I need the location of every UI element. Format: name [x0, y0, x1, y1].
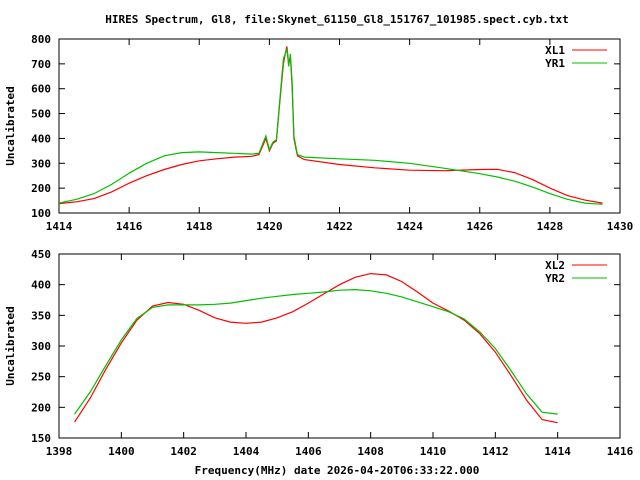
y-tick-label: 800 — [31, 33, 51, 46]
x-tick-label: 1400 — [108, 445, 135, 458]
y-axis-label: Uncalibrated — [4, 306, 17, 385]
legend-label-yr1: YR1 — [545, 57, 565, 70]
x-tick-label: 1398 — [46, 445, 73, 458]
y-tick-label: 600 — [31, 83, 51, 96]
series-yr2 — [74, 288, 558, 415]
series-yr1 — [58, 48, 603, 205]
y-tick-label: 100 — [31, 207, 51, 220]
x-tick-label: 1404 — [233, 445, 260, 458]
plot-1: 1414 1416 1418 1420 1422 1424 1426 1428 1430 100 2… — [4, 33, 633, 233]
x-tick-label: 1426 — [467, 220, 494, 233]
x-tick-label: 1412 — [482, 445, 509, 458]
chart-title: HIRES Spectrum, Gl8, file:Skynet_61150_G… — [105, 13, 569, 26]
x-tick-label: 1418 — [186, 220, 213, 233]
y-tick-label: 450 — [31, 248, 51, 261]
x-tick-label: 1424 — [396, 220, 423, 233]
y-tick-label: 300 — [31, 340, 51, 353]
y-tick-label: 250 — [31, 371, 51, 384]
x-tick-label: 1414 — [46, 220, 73, 233]
y-tick-label: 400 — [31, 132, 51, 145]
y-tick-label: 400 — [31, 279, 51, 292]
x-tick-label: 1428 — [537, 220, 564, 233]
y-tick-label: 500 — [31, 108, 51, 121]
plot-2: 1398 1400 1402 1404 1406 1408 1410 1412 1414 1416… — [4, 248, 634, 458]
x-tick-label: 1402 — [170, 445, 197, 458]
x-tick-label: 1408 — [357, 445, 384, 458]
x-tick-label: 1416 — [116, 220, 143, 233]
x-tick-label: 1416 — [607, 445, 634, 458]
legend-label-xl1: XL1 — [545, 44, 565, 57]
x-tick-label: 1422 — [326, 220, 353, 233]
y-tick-label: 200 — [31, 401, 51, 414]
x-tick-label: 1430 — [607, 220, 634, 233]
y-axis-label: Uncalibrated — [4, 86, 17, 165]
x-tick-label: 1414 — [544, 445, 571, 458]
legend-label-xl2: XL2 — [545, 259, 565, 272]
y-tick-label: 200 — [31, 182, 51, 195]
x-axis-label: Frequency(MHz) date 2026-04-20T06:33:22.… — [195, 464, 480, 477]
x-tick-label: 1410 — [420, 445, 447, 458]
y-tick-label: 150 — [31, 432, 51, 445]
y-tick-label: 350 — [31, 309, 51, 322]
x-tick-label: 1420 — [256, 220, 283, 233]
plot-frame — [58, 38, 621, 214]
x-tick-label: 1406 — [295, 445, 322, 458]
y-tick-label: 700 — [31, 58, 51, 71]
y-tick-label: 300 — [31, 157, 51, 170]
series-xl1 — [58, 46, 603, 205]
legend-label-yr2: YR2 — [545, 272, 565, 285]
series-xl2 — [74, 272, 558, 424]
plot-frame — [58, 253, 621, 439]
